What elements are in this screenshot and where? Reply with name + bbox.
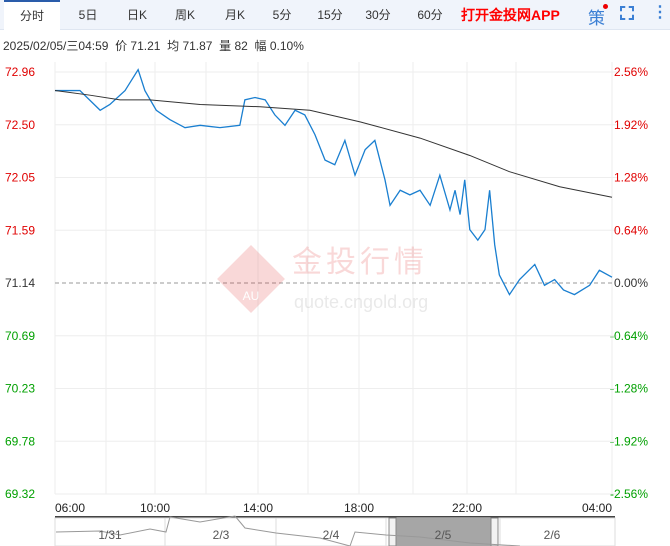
watermark-url: quote.cngold.org [294, 292, 428, 312]
x-tick-label: 04:00 [582, 501, 612, 515]
watermark-logo: AU [243, 289, 260, 303]
pct-tick-label: -0.64% [610, 329, 648, 343]
price-line [55, 68, 613, 296]
y-tick-label: 71.14 [5, 276, 35, 290]
x-tick-label: 18:00 [344, 501, 374, 515]
y-tick-label: 71.59 [5, 223, 35, 237]
open-app-link[interactable]: 打开金投网APP [461, 7, 560, 23]
navigator-line [55, 515, 521, 546]
more-vertical-icon[interactable]: ⋮ [652, 4, 668, 21]
pct-tick-label: -1.28% [610, 382, 648, 396]
navigator-date-label: 2/3 [213, 528, 230, 542]
tab-5[interactable]: 5分 [272, 8, 292, 22]
navigator-date-label: 2/4 [323, 528, 340, 542]
tab-8[interactable]: 60分 [417, 8, 443, 22]
quote-info: 2025/02/05/三04:59 价 71.21 均 71.87 量 82 幅… [3, 39, 304, 53]
navigator-handle [490, 517, 499, 546]
pct-tick-label: 1.28% [614, 171, 648, 185]
navigator-date-label: 2/5 [435, 528, 452, 542]
pct-tick-label: 0.00% [614, 276, 648, 290]
pct-tick-label: 1.92% [614, 118, 648, 132]
x-tick-label: 14:00 [243, 501, 273, 515]
y-tick-label: 72.05 [5, 171, 35, 185]
pct-tick-label: -1.92% [610, 434, 648, 448]
avg-line [54, 90, 613, 198]
tab-2[interactable]: 日K [126, 8, 147, 22]
watermark: AU 金投行情 quote.cngold.org [217, 245, 428, 313]
tab-7[interactable]: 30分 [365, 8, 391, 22]
period-tabs: 分时 5日 日K 周K 月K 5分 15分 30分 60分 [0, 0, 670, 30]
x-tick-label: 22:00 [452, 501, 482, 515]
y-tick-label: 70.69 [5, 329, 35, 343]
x-tick-label: 10:00 [140, 501, 170, 515]
y-tick-label: 69.78 [5, 434, 35, 448]
navigator-date-label: 2/6 [544, 528, 561, 542]
y-tick-label: 69.32 [5, 487, 35, 501]
notification-dot [603, 4, 608, 9]
tab-1[interactable]: 5日 [78, 8, 98, 22]
tab-3[interactable]: 周K [174, 8, 195, 22]
tab-0[interactable]: 分时 [4, 0, 60, 30]
y-tick-label: 72.96 [5, 65, 35, 79]
x-tick-label: 06:00 [55, 501, 85, 515]
y-tick-label: 70.23 [5, 382, 35, 396]
watermark-text: 金投行情 [292, 246, 428, 279]
tab-4[interactable]: 月K [224, 8, 245, 22]
strategy-button[interactable]: 策 [588, 9, 605, 28]
pct-tick-label: 0.64% [614, 223, 648, 237]
pct-tick-label: 2.56% [614, 65, 648, 79]
tab-6[interactable]: 15分 [317, 8, 343, 22]
pct-tick-label: -2.56% [610, 487, 648, 501]
navigator-handle [388, 517, 397, 546]
fullscreen-icon[interactable] [620, 6, 634, 20]
navigator-selection [393, 518, 495, 546]
navigator-date-label: 1/31 [98, 528, 122, 542]
navigator [54, 517, 616, 546]
y-tick-label: 72.50 [5, 118, 35, 132]
